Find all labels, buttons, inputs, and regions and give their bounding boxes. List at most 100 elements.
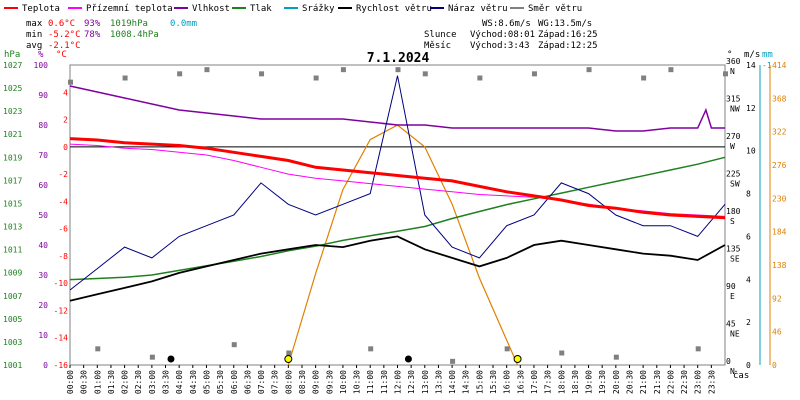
wind-dir-point	[586, 67, 592, 73]
tick-hpa: 1007	[3, 292, 22, 301]
axis-title-hpa: hPa	[4, 50, 20, 60]
moonrise-marker	[167, 355, 175, 363]
tick-time: 17:30	[544, 370, 553, 394]
axis-title-time: čas	[733, 370, 749, 381]
tick-time: 11:30	[380, 370, 389, 394]
tick-pct: 60	[38, 181, 48, 190]
tick-time: 08:30	[298, 370, 307, 394]
axis-title-deg: °	[727, 50, 732, 60]
tick-pct: 30	[38, 271, 48, 280]
moonset-marker	[404, 355, 412, 363]
wind-dir-point	[450, 358, 456, 364]
wind-dir-point	[395, 67, 401, 73]
tick-compass: SE	[730, 255, 740, 264]
series-p-zemn-teplota	[69, 143, 726, 217]
astro-info: WS:8.6m/s WG:13.5m/s Slunce Východ:08:01…	[424, 19, 598, 51]
tick-compass: E	[730, 292, 735, 301]
tick-time: 13:00	[421, 370, 430, 394]
stats-min-temp: -5.2°C	[48, 30, 81, 40]
axes: 1001100310051007100910111013101510171019…	[3, 57, 787, 394]
tick-time: 08:00	[284, 370, 293, 394]
tick-compass: N	[730, 367, 735, 376]
tick-temp: 2	[63, 116, 68, 125]
tick-time: 23:30	[707, 370, 716, 394]
wind-dir-point	[95, 346, 101, 352]
tick-time: 23:00	[694, 370, 703, 394]
tick-hpa: 1005	[3, 315, 22, 324]
tick-hpa: 1025	[3, 84, 22, 93]
tick-time: 07:00	[257, 370, 266, 394]
wind-dir-point	[613, 354, 619, 360]
tick-compass: NW	[730, 105, 740, 114]
plot-area	[68, 64, 728, 366]
tick-time: 00:00	[66, 370, 75, 394]
tick-time: 06:00	[230, 370, 239, 394]
legend-label-2: Vlhkost	[192, 4, 230, 14]
tick-compass: N	[730, 67, 735, 76]
plot-frame	[69, 64, 726, 366]
tick-temp: -6	[58, 225, 68, 234]
tick-deg: 315	[726, 95, 741, 104]
wind-dir-point	[723, 71, 728, 77]
tick-time: 01:30	[107, 370, 116, 394]
wind-dir-point	[368, 346, 374, 352]
tick-ms: 6	[746, 232, 751, 241]
tick-time: 05:00	[202, 370, 211, 394]
tick-sun: 368	[772, 94, 787, 103]
tick-compass: SW	[730, 180, 740, 189]
tick-time: 02:30	[134, 370, 143, 394]
wind-dir-point	[695, 346, 701, 352]
series-tlak	[69, 156, 726, 281]
tick-deg: 0	[726, 357, 731, 366]
sunset-marker	[513, 355, 522, 363]
tick-temp: 0	[63, 143, 68, 152]
tick-sun: 92	[772, 294, 782, 303]
series-vlhkost	[69, 85, 725, 132]
legend-label-1: Přízemní teplota	[86, 4, 173, 14]
tick-time: 10:30	[353, 370, 362, 394]
wind-dir-point	[531, 71, 537, 77]
wind-dir-point	[559, 350, 565, 356]
wind-dir-point	[286, 350, 292, 356]
sun-rise: Východ:08:01	[470, 30, 535, 40]
stats-max-press: 1019hPa	[110, 19, 148, 29]
tick-pct: 90	[38, 91, 48, 100]
tick-pct: 100	[34, 61, 49, 70]
tick-hpa: 1027	[3, 61, 22, 70]
tick-time: 00:30	[80, 370, 89, 394]
sun-label: Slunce	[424, 30, 457, 40]
tick-hpa: 1003	[3, 338, 22, 347]
stats-min-press: 1008.4hPa	[110, 30, 159, 40]
tick-time: 11:00	[366, 370, 375, 394]
tick-ms: 14	[746, 61, 756, 70]
tick-time: 21:00	[639, 370, 648, 394]
tick-pct: 70	[38, 151, 48, 160]
wind-dir-point	[177, 71, 183, 77]
tick-sun: 184	[772, 228, 787, 237]
tick-time: 22:00	[666, 370, 675, 394]
tick-time: 04:00	[175, 370, 184, 394]
sun-set: Západ:16:25	[538, 30, 598, 40]
series-n-raz-v-tru	[69, 75, 726, 291]
wind-dir-point	[149, 354, 155, 360]
tick-pct: 0	[43, 361, 48, 370]
tick-time: 14:30	[462, 370, 471, 394]
tick-pct: 20	[38, 301, 48, 310]
stats-max-temp: 0.6°C	[48, 19, 75, 29]
tick-compass: NE	[730, 330, 740, 339]
stats-avg-temp: -2.1°C	[48, 41, 81, 51]
tick-time: 09:00	[312, 370, 321, 394]
tick-deg: 360	[726, 57, 741, 66]
tick-time: 20:30	[625, 370, 634, 394]
tick-sun: 276	[772, 161, 787, 170]
tick-temp: -14	[54, 334, 69, 343]
tick-hpa: 1015	[3, 199, 22, 208]
tick-time: 14:00	[448, 370, 457, 394]
stats-max-label: max	[26, 19, 43, 29]
tick-time: 01:00	[93, 370, 102, 394]
stats-avg-label: avg	[26, 41, 42, 51]
tick-mm: -1	[762, 61, 772, 70]
tick-time: 17:00	[530, 370, 539, 394]
tick-time: 22:30	[680, 370, 689, 394]
